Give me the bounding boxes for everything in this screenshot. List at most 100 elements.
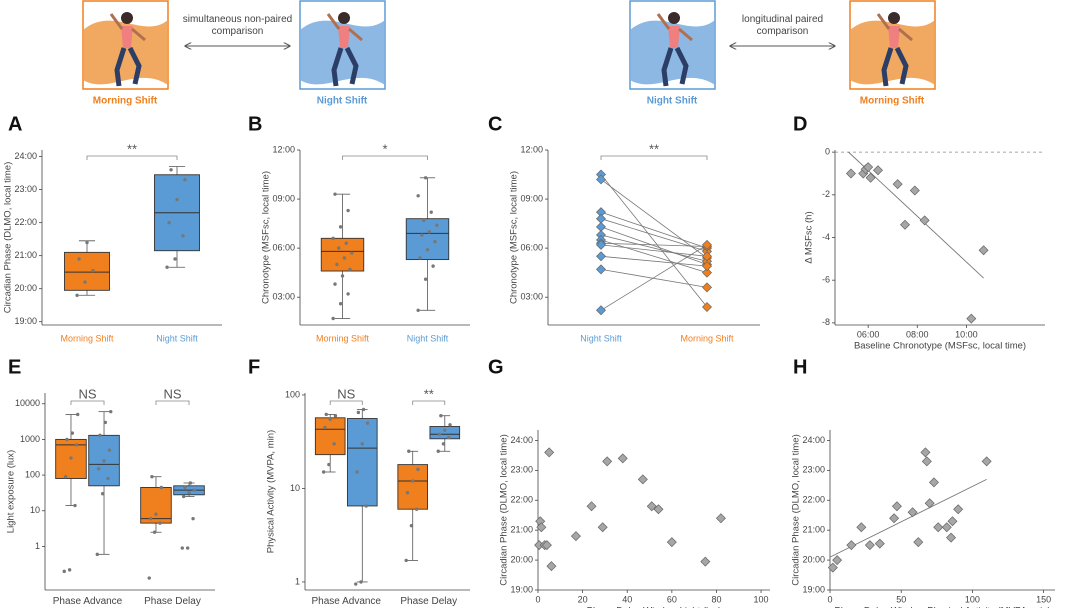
data-point [98,433,102,438]
y-tick-label: 0 [825,147,830,157]
torso [888,26,900,48]
data-point [187,491,191,495]
x-tick-label: Phase Advance Window [311,596,382,607]
data-point [546,561,557,572]
data-point [431,264,435,268]
x-tick-label: 40 [622,594,632,604]
y-tick-label: 10 [290,483,300,493]
data-point [423,277,428,281]
data-point [346,292,350,296]
panel-letter: E [8,356,21,378]
head [338,12,350,24]
legs [881,46,909,87]
significance-bracket [329,400,363,405]
data-point [420,233,424,237]
data-point [181,494,186,499]
data-point [596,251,606,262]
torso [668,26,680,48]
data-point [700,556,711,567]
significance-bracket [70,400,105,405]
panel-letter: A [8,113,22,135]
data-point [602,456,613,467]
y-tick-label: 09:00 [272,193,295,203]
data-point [181,234,185,238]
significance-label: NS [78,386,96,401]
data-point [702,251,712,262]
data-point [107,448,112,452]
data-point [359,580,363,584]
arms [876,13,913,42]
data-point [183,178,187,182]
data-point [646,501,657,512]
arms [656,13,693,42]
data-point [418,256,422,260]
data-point [427,230,432,234]
arms [326,13,363,42]
x-tick-label-box: Phase Delay Window [144,596,201,607]
data-point [617,453,628,464]
data-point [67,568,72,572]
y-tick-label: 23:00 [510,465,533,475]
fit-line [848,151,984,279]
data-point [702,261,712,272]
comparison-label: longitudinal paired comparison [741,14,824,37]
data-point [165,265,169,269]
box [405,218,450,261]
y-tick-label: 1 [35,541,40,551]
data-point [77,257,81,261]
y-axis-label: Δ MSFsc (h) [804,211,815,263]
data-point [333,282,337,286]
y-tick-label: 20:00 [510,554,533,564]
data-point [183,485,187,490]
x-axis-label: Phase Delay Window Light (lux) [587,606,722,608]
y-tick-label: 20:00 [14,283,37,293]
data-point [435,223,439,227]
data-point [597,522,608,533]
data-point [441,442,446,446]
data-point [909,185,920,196]
data-point [328,417,332,421]
data-point [846,540,857,551]
data-point [333,192,337,196]
data-point [920,447,931,458]
data-point [637,474,648,485]
y-tick-label: 24:00 [510,435,533,445]
arms [109,13,146,42]
data-point [409,523,414,528]
x-tick-label: 80 [711,594,721,604]
y-tick-label: 19:00 [14,316,37,326]
data-point [889,513,900,524]
x-tick-label-box: Phase Delay Window [400,596,457,607]
data-point [323,425,327,430]
data-point [865,172,876,183]
data-point [95,552,99,557]
data-point [436,449,440,453]
data-point [596,174,606,185]
pair-line [600,244,708,311]
data-point [429,210,433,214]
data-point [891,501,902,512]
fit-line [829,478,987,558]
data-point [103,420,108,425]
legs [114,46,142,87]
data-point [173,257,177,261]
significance-bracket [412,400,446,405]
data-point [666,537,677,548]
y-tick-label: 21:00 [802,525,825,535]
box [140,486,172,524]
data-point [63,475,68,479]
data-point [354,582,358,586]
data-point [335,262,339,267]
y-axis-label: Circadian Phase (DLMO, local time) [3,162,14,314]
data-point [96,467,101,471]
panel-letter: F [248,356,260,378]
significance-bracket [600,155,708,160]
data-point [85,240,89,245]
data-point [541,540,552,551]
panel-letter: G [488,356,504,378]
data-point [702,267,712,278]
pair-line [600,268,708,288]
y-tick-label: 24:00 [14,151,37,161]
data-point [404,558,408,563]
